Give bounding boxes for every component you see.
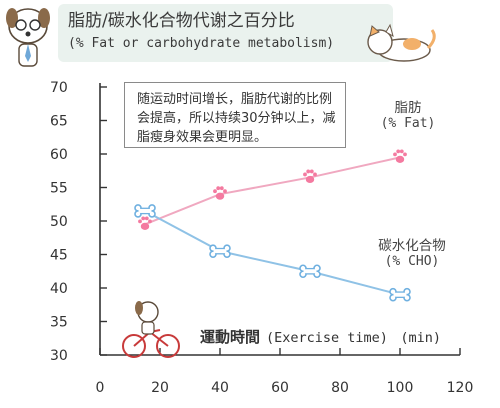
y-tick-label: 55 (50, 181, 68, 197)
y-tick-label: 40 (50, 281, 68, 297)
annotation-box: 随运动时间增长，脂肪代谢的比例会提高，所以持续30分钟以上，减脂瘦身效果会更明显… (124, 82, 346, 148)
header-panel (58, 4, 393, 62)
paw-icon (213, 186, 227, 200)
y-tick-label: 35 (50, 315, 68, 331)
y-tick-label: 30 (50, 348, 68, 364)
x-axis-title-en: (Exercise time) (266, 330, 388, 346)
legend-cho: 碳水化合物 (% CHO) (362, 234, 462, 269)
bone-icon (389, 287, 411, 302)
x-tick-label: 80 (331, 380, 349, 396)
chart-subtitle: (% Fat or carbohydrate metabolism) (68, 36, 335, 51)
bone-icon (209, 244, 231, 258)
x-tick-label: 40 (211, 380, 229, 396)
x-tick-label: 20 (151, 380, 169, 396)
paw-icon (393, 149, 407, 163)
y-tick-label: 60 (50, 147, 68, 163)
legend-cho-name: 碳水化合物 (378, 238, 446, 254)
legend-fat-unit: (% Fat) (380, 116, 436, 131)
x-tick-label: 100 (387, 380, 414, 396)
cat-icon (367, 23, 436, 62)
x-tick-label: 60 (271, 380, 289, 396)
dog-with-glasses-icon (6, 8, 50, 67)
legend-fat-name: 脂肪 (394, 100, 422, 116)
x-tick-label: 120 (447, 380, 474, 396)
paw-icon (303, 169, 317, 184)
bone-icon (134, 204, 156, 218)
y-tick-label: 65 (50, 114, 68, 130)
y-tick-label: 70 (50, 80, 68, 96)
legend-fat: 脂肪 (% Fat) (368, 96, 448, 131)
x-axis-unit: (min) (400, 330, 442, 346)
chart-title: 脂肪/碳水化合物代谢之百分比 (68, 11, 295, 31)
series-line-cho (144, 210, 401, 296)
y-tick-label: 45 (50, 248, 68, 264)
x-axis-label: 運動時間 (Exercise time) (min) (200, 326, 441, 347)
paw-icon (138, 216, 152, 230)
legend-cho-unit: (% CHO) (384, 254, 440, 269)
series-line-fat (144, 156, 401, 226)
x-axis-title: 運動時間 (200, 328, 261, 346)
y-tick-label: 50 (50, 214, 68, 230)
dog-on-bicycle-icon (122, 301, 180, 358)
x-tick-label: 0 (96, 380, 105, 396)
bone-icon (299, 264, 321, 279)
